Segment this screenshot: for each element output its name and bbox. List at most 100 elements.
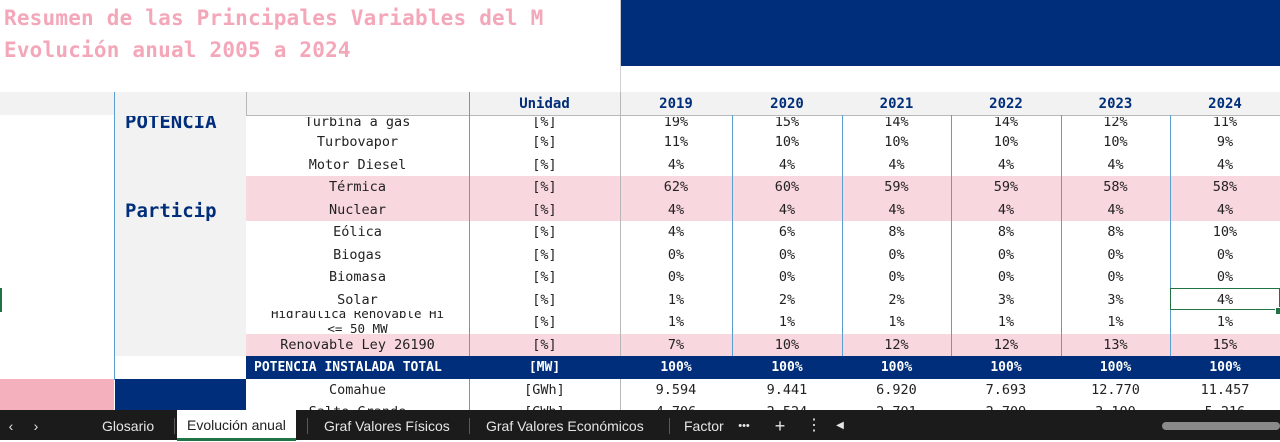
total-value[interactable]: 100% xyxy=(620,356,732,379)
value-cell[interactable]: 58% xyxy=(1061,176,1170,199)
value-cell[interactable]: 6% xyxy=(732,221,842,244)
value-cell[interactable]: 4% xyxy=(620,199,732,222)
value-cell[interactable]: 5.216 xyxy=(1170,401,1280,410)
value-cell[interactable]: 4% xyxy=(732,199,842,222)
row-label[interactable]: Comahue xyxy=(246,379,469,402)
value-cell[interactable]: 4% xyxy=(1170,199,1280,222)
table-row[interactable]: Hidráulica Renovable Hi <= 50 MW [%] 1% … xyxy=(246,311,1280,334)
value-cell[interactable]: 7.693 xyxy=(951,379,1061,402)
fill-handle[interactable] xyxy=(1275,307,1280,315)
value-cell[interactable]: 6.920 xyxy=(842,379,951,402)
table-row[interactable]: Comahue [GWh] 9.594 9.441 6.920 7.693 12… xyxy=(246,379,1280,401)
active-cell-outline[interactable] xyxy=(1170,288,1280,310)
row-unit[interactable]: [%] xyxy=(469,311,620,334)
value-cell[interactable]: 8% xyxy=(842,221,951,244)
total-unit[interactable]: [MW] xyxy=(469,356,620,379)
value-cell[interactable]: 0% xyxy=(951,244,1061,267)
value-cell[interactable]: 12% xyxy=(951,334,1061,357)
row-unit[interactable]: [GWh] xyxy=(469,401,620,410)
value-cell[interactable]: 12.770 xyxy=(1061,379,1170,402)
value-cell[interactable]: 60% xyxy=(732,176,842,199)
value-cell[interactable]: 1% xyxy=(842,311,951,334)
row-label[interactable]: Biogas xyxy=(246,244,469,267)
value-cell[interactable]: 4% xyxy=(951,199,1061,222)
value-cell[interactable]: 0% xyxy=(951,266,1061,289)
value-cell[interactable]: 0% xyxy=(620,266,732,289)
value-cell[interactable]: 10% xyxy=(1061,131,1170,154)
value-cell[interactable]: 4% xyxy=(1061,199,1170,222)
value-cell[interactable]: 1% xyxy=(951,311,1061,334)
add-sheet-icon[interactable]: + xyxy=(768,410,792,440)
table-row[interactable]: Eólica [%] 4% 6% 8% 8% 8% 10% xyxy=(246,221,1280,244)
value-cell[interactable]: 1% xyxy=(1061,311,1170,334)
row-unit[interactable]: [%] xyxy=(469,266,620,289)
row-unit[interactable]: [%] xyxy=(469,244,620,267)
value-cell[interactable]: 4% xyxy=(732,154,842,177)
value-cell[interactable]: 13% xyxy=(1061,334,1170,357)
prev-sheet-icon[interactable]: ‹ xyxy=(0,410,22,440)
value-cell[interactable]: 4% xyxy=(842,199,951,222)
value-cell[interactable]: 0% xyxy=(1061,266,1170,289)
row-unit[interactable]: [%] xyxy=(469,334,620,357)
scroll-left-icon[interactable]: ◀ xyxy=(832,410,848,440)
value-cell[interactable]: 10% xyxy=(842,131,951,154)
value-cell[interactable]: 4% xyxy=(951,154,1061,177)
row-label[interactable]: Eólica xyxy=(246,221,469,244)
value-cell[interactable]: 2.709 xyxy=(951,401,1061,410)
row-label[interactable]: Motor Diesel xyxy=(246,154,469,177)
horizontal-scrollbar-thumb[interactable] xyxy=(1162,422,1280,430)
table-row[interactable]: Nuclear [%] 4% 4% 4% 4% 4% 4% xyxy=(246,199,1280,222)
value-cell[interactable]: 0% xyxy=(1061,244,1170,267)
value-cell[interactable]: 7% xyxy=(620,334,732,357)
table-row[interactable]: Biomasa [%] 0% 0% 0% 0% 0% 0% xyxy=(246,266,1280,289)
value-cell[interactable]: 0% xyxy=(620,244,732,267)
table-row[interactable]: Solar [%] 1% 2% 2% 3% 3% 4% xyxy=(246,289,1280,312)
value-cell[interactable]: 3% xyxy=(951,289,1061,312)
value-cell[interactable]: 11.457 xyxy=(1170,379,1280,402)
value-cell[interactable]: 10% xyxy=(732,334,842,357)
value-cell[interactable]: 10% xyxy=(1170,221,1280,244)
total-value[interactable]: 100% xyxy=(842,356,951,379)
table-row[interactable]: Renovable Ley 26190 [%] 7% 10% 12% 12% 1… xyxy=(246,334,1280,357)
row-label[interactable]: Hidráulica Renovable Hi <= 50 MW xyxy=(246,311,469,334)
total-value[interactable]: 100% xyxy=(732,356,842,379)
next-sheet-icon[interactable]: › xyxy=(25,410,47,440)
value-cell[interactable]: 10% xyxy=(732,131,842,154)
value-cell[interactable]: 12% xyxy=(842,334,951,357)
row-unit[interactable]: [%] xyxy=(469,131,620,154)
value-cell[interactable]: 15% xyxy=(1170,334,1280,357)
row-unit[interactable]: [%] xyxy=(469,176,620,199)
value-cell[interactable]: 59% xyxy=(951,176,1061,199)
tab-evolucion-anual[interactable]: Evolución anual xyxy=(177,410,296,441)
value-cell[interactable]: 1% xyxy=(620,289,732,312)
value-cell[interactable]: 1% xyxy=(732,311,842,334)
value-cell[interactable]: 4% xyxy=(1061,154,1170,177)
value-cell[interactable]: 4% xyxy=(620,221,732,244)
value-cell[interactable]: 9% xyxy=(1170,131,1280,154)
row-unit[interactable]: [GWh] xyxy=(469,379,620,402)
row-label[interactable]: Solar xyxy=(246,289,469,312)
sheet-menu-icon[interactable]: ⋮ xyxy=(804,410,824,440)
value-cell[interactable]: 11% xyxy=(620,131,732,154)
row-unit[interactable]: [%] xyxy=(469,199,620,222)
row-label[interactable]: Nuclear xyxy=(246,199,469,222)
total-row[interactable]: POTENCIA INSTALADA TOTAL [MW] 100% 100% … xyxy=(246,356,1280,379)
more-sheets-icon[interactable]: ••• xyxy=(732,410,756,440)
table-row[interactable]: Biogas [%] 0% 0% 0% 0% 0% 0% xyxy=(246,244,1280,267)
value-cell[interactable]: 8% xyxy=(951,221,1061,244)
tab-graf-valores-fisicos[interactable]: Graf Valores Físicos xyxy=(314,410,460,440)
total-value[interactable]: 100% xyxy=(1061,356,1170,379)
value-cell[interactable]: 10% xyxy=(951,131,1061,154)
row-label[interactable]: Biomasa xyxy=(246,266,469,289)
value-cell[interactable]: 0% xyxy=(842,266,951,289)
value-cell[interactable]: 8% xyxy=(1061,221,1170,244)
value-cell[interactable]: 1% xyxy=(620,311,732,334)
row-label[interactable]: Térmica xyxy=(246,176,469,199)
row-label[interactable]: Salto Grande xyxy=(246,401,469,410)
value-cell[interactable]: 4% xyxy=(842,154,951,177)
row-label[interactable]: Renovable Ley 26190 xyxy=(246,334,469,357)
tab-graf-valores-economicos[interactable]: Graf Valores Económicos xyxy=(476,410,654,440)
total-value[interactable]: 100% xyxy=(1170,356,1280,379)
row-label[interactable]: Turbovapor xyxy=(246,131,469,154)
value-cell[interactable]: 0% xyxy=(1170,244,1280,267)
